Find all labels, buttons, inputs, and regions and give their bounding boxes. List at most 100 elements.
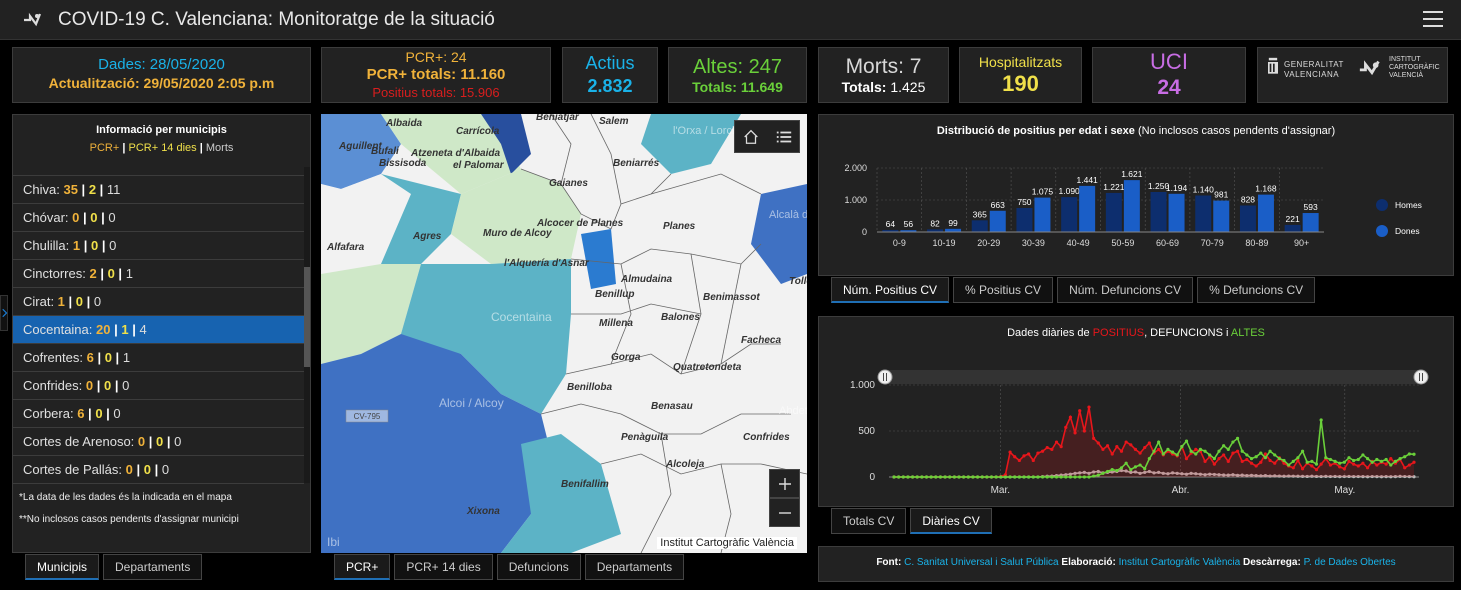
- point-altes: [1143, 467, 1147, 471]
- muni-row[interactable]: Cocentaina: 20 | 1 | 4: [13, 316, 304, 344]
- y-tick-label: 0: [869, 472, 875, 483]
- tab-num-defuncions[interactable]: Núm. Defuncions CV: [1057, 277, 1194, 303]
- desc-link[interactable]: P. de Dades Obertes: [1303, 557, 1396, 568]
- bar-value-label: 56: [904, 219, 914, 229]
- map-view[interactable]: Albaida Carrícola Beniatjar Salem l'Orxa…: [321, 114, 807, 553]
- point-defuncions: [1217, 473, 1221, 477]
- point-defuncions: [1403, 474, 1407, 479]
- muni-pcr: 0: [137, 434, 146, 449]
- muni-pcr: 0: [85, 378, 94, 393]
- point-altes: [1208, 453, 1212, 457]
- point-defuncions: [1314, 474, 1319, 479]
- tab-totals-cv[interactable]: Totals CV: [831, 508, 907, 534]
- top-bar: COVID-19 C. Valenciana: Monitoratge de l…: [0, 0, 1461, 40]
- map-canvas[interactable]: Albaida Carrícola Beniatjar Salem l'Orxa…: [321, 114, 807, 553]
- tab-diaries-cv[interactable]: Diàries CV: [910, 508, 992, 534]
- tab-municipis[interactable]: Municipis: [25, 554, 100, 580]
- tab-pct-defuncions[interactable]: % Defuncions CV: [1197, 277, 1316, 303]
- point-defuncions: [1273, 474, 1277, 478]
- point-positius: [1050, 447, 1054, 451]
- muni-pcr14: 0: [103, 378, 112, 393]
- home-icon[interactable]: [742, 128, 760, 146]
- point-defuncions: [1133, 470, 1138, 474]
- point-defuncions: [1356, 474, 1360, 479]
- point-altes: [1403, 455, 1407, 459]
- point-altes: [1161, 452, 1165, 456]
- map-label-albaida: Albaida: [385, 118, 423, 129]
- muni-row[interactable]: Chóvar: 0 | 0 | 0: [13, 204, 304, 232]
- point-altes: [1115, 468, 1119, 473]
- muni-morts: 0: [161, 462, 170, 477]
- point-altes: [938, 475, 943, 479]
- point-altes: [1263, 456, 1268, 460]
- muni-name: Cirat:: [23, 294, 58, 309]
- bar-homes: [971, 220, 988, 232]
- point-defuncions: [1194, 472, 1198, 476]
- point-positius: [1045, 445, 1049, 450]
- municipis-scrollbar[interactable]: [304, 167, 310, 483]
- point-positius: [1133, 447, 1138, 451]
- point-positius: [1096, 441, 1100, 445]
- font-link[interactable]: C. Sanitat Universal i Salut Pública: [904, 557, 1059, 568]
- elab-link[interactable]: Institut Cartogràfic València: [1118, 557, 1241, 568]
- point-defuncions: [1157, 470, 1161, 474]
- tab-defuncions[interactable]: Defuncions: [496, 554, 581, 580]
- zoom-out-button[interactable]: [769, 498, 800, 527]
- muni-row[interactable]: Cortes de Pallás: 0 | 0 | 0: [13, 456, 304, 484]
- point-defuncions: [1365, 475, 1370, 479]
- daily-title-mid: , DEFUNCIONS i: [1144, 327, 1231, 339]
- point-defuncions: [1147, 469, 1151, 474]
- muni-row[interactable]: Chulilla: 1 | 0 | 0: [13, 232, 304, 260]
- point-altes: [1068, 475, 1073, 479]
- update-date: Actualització: 29/05/2020 2:05 p.m: [48, 74, 275, 91]
- map-label-benilloba: Benilloba: [567, 382, 612, 393]
- age-chart-tabs: Núm. Positius CV % Positius CV Núm. Defu…: [831, 277, 1316, 303]
- tab-pcr-14-dies[interactable]: PCR+ 14 dies: [394, 554, 493, 580]
- point-positius: [1254, 464, 1258, 468]
- municipis-title: Informació per municipis: [96, 124, 227, 136]
- muni-row[interactable]: Chiva: 35 | 2 | 11: [13, 176, 304, 204]
- uci-panel: UCI 24: [1092, 47, 1246, 103]
- muni-row[interactable]: Cinctorres: 2 | 0 | 1: [13, 260, 304, 288]
- legend-swatch: [1376, 199, 1388, 211]
- point-altes: [989, 475, 994, 479]
- bar-dones: [1123, 180, 1140, 232]
- muni-sep: |: [145, 434, 157, 449]
- legend-list-icon[interactable]: [775, 128, 793, 146]
- muni-row[interactable]: Cortes de Arenoso: 0 | 0 | 0: [13, 428, 304, 456]
- zoom-in-button[interactable]: [769, 469, 800, 498]
- tab-pcr[interactable]: PCR+: [334, 554, 391, 580]
- hamburger-menu-icon[interactable]: [1422, 9, 1444, 29]
- muni-row[interactable]: Cirat: 1 | 0 | 0: [13, 288, 304, 316]
- point-altes: [1013, 475, 1017, 479]
- point-altes: [929, 475, 933, 479]
- point-positius: [1082, 429, 1086, 433]
- scrollbar-thumb[interactable]: [304, 267, 310, 367]
- tab-map-departaments[interactable]: Departaments: [584, 554, 685, 580]
- muni-row[interactable]: Cofrentes: 6 | 0 | 1: [13, 344, 304, 372]
- y-tick-label: 1.000: [850, 380, 875, 391]
- point-positius: [1105, 444, 1110, 448]
- x-tick-label: 90+: [1294, 238, 1309, 248]
- point-altes: [1314, 462, 1319, 466]
- muni-sep: |: [80, 238, 91, 253]
- map-attribution: Institut Cartogràfic València: [657, 537, 797, 549]
- point-positius: [1017, 458, 1021, 463]
- muni-row[interactable]: Confrides: 0 | 0 | 0: [13, 372, 304, 400]
- muni-pcr14: 0: [75, 294, 84, 309]
- actius-label: Actius: [585, 53, 635, 73]
- tab-num-positius[interactable]: Núm. Positius CV: [831, 277, 950, 303]
- tab-departaments[interactable]: Departaments: [103, 554, 203, 580]
- muni-sep: |: [97, 210, 109, 225]
- side-expand-handle[interactable]: [0, 295, 8, 331]
- point-altes: [1059, 475, 1063, 479]
- point-defuncions: [1235, 473, 1240, 477]
- daily-line-chart: 0 500 1.000 Mar. Abr. May.: [850, 369, 1429, 496]
- tab-pct-positius[interactable]: % Positius CV: [953, 277, 1054, 303]
- point-altes: [1064, 475, 1068, 479]
- point-altes: [1328, 457, 1333, 462]
- muni-row[interactable]: Corbera: 6 | 0 | 0: [13, 400, 304, 428]
- bar-value-label: 221: [1286, 214, 1300, 224]
- muni-sep: |: [114, 266, 126, 281]
- point-altes: [892, 475, 896, 479]
